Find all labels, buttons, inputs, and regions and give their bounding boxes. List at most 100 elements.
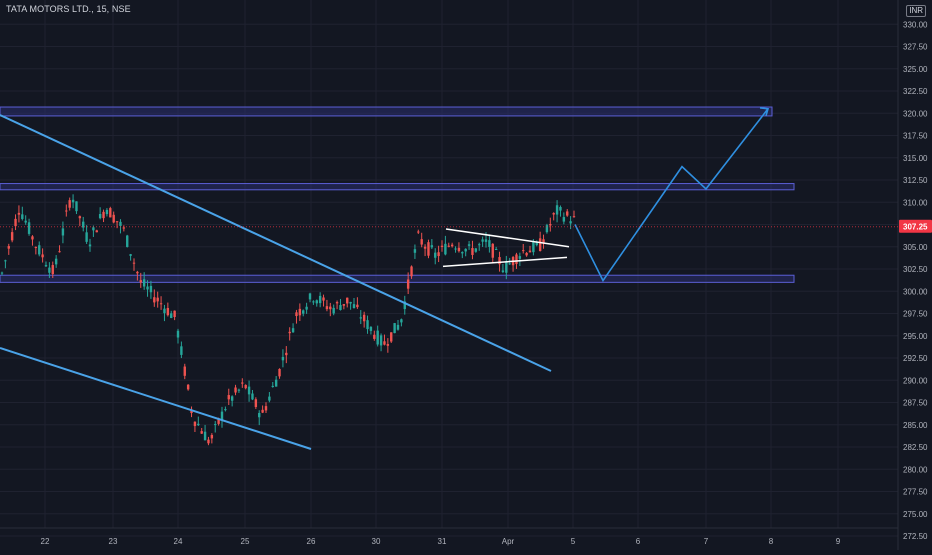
candle-body (484, 239, 488, 242)
y-tick-label: 325.00 (903, 65, 928, 74)
candle-body (214, 424, 217, 426)
candle-body (203, 431, 207, 441)
candle-body (515, 254, 518, 264)
y-tick-label: 287.50 (903, 399, 928, 408)
y-tick-label: 292.50 (903, 354, 928, 363)
candle-body (224, 409, 227, 411)
candle-body (488, 240, 491, 247)
candle-body (44, 265, 48, 267)
candle-body (352, 304, 356, 309)
y-tick-label: 277.50 (903, 488, 928, 497)
triangle-upper-line[interactable] (445, 228, 570, 248)
candle-body (423, 246, 427, 249)
candle-body (535, 242, 538, 246)
candle-body (129, 254, 132, 256)
candle-body (193, 421, 197, 427)
candle-body (322, 297, 325, 301)
candle-body (454, 248, 457, 250)
y-tick-label: 285.00 (903, 421, 928, 430)
y-tick-label: 272.50 (903, 532, 928, 541)
candle-body (390, 332, 393, 342)
candle-body (68, 200, 71, 208)
candle-body (153, 297, 156, 303)
candle-body (210, 434, 214, 439)
candle-body (393, 323, 396, 334)
candle-body (132, 262, 136, 264)
y-tick-label: 290.00 (903, 376, 928, 385)
projection-arrowhead (759, 107, 770, 117)
candle-body (305, 306, 308, 310)
candle-body (403, 301, 406, 310)
candle-body (71, 199, 75, 203)
candle-body (505, 262, 508, 273)
candle-body (302, 310, 305, 314)
candle-body (525, 252, 528, 256)
triangle-lower-line[interactable] (442, 256, 568, 268)
candle-body (173, 310, 176, 318)
x-tick-label: 26 (307, 537, 316, 546)
y-tick-label: 282.50 (903, 443, 928, 452)
candle-body (315, 300, 318, 304)
candle-body (264, 406, 268, 411)
candle-body (450, 244, 454, 247)
candle-body (241, 382, 244, 384)
candle-body (332, 307, 335, 314)
candle-body (251, 393, 254, 400)
x-tick-label: 8 (769, 537, 774, 546)
y-tick-label: 327.50 (903, 43, 928, 52)
candle-body (58, 251, 61, 253)
candle-body (200, 431, 203, 434)
candle-body (349, 301, 352, 304)
candle-body (552, 213, 555, 215)
candle-body (359, 317, 362, 319)
projection-path[interactable] (574, 108, 769, 283)
x-tick-label: 22 (41, 537, 50, 546)
candle-body (518, 256, 522, 259)
y-tick-label: 300.00 (903, 287, 928, 296)
horizontal-zone[interactable] (0, 106, 773, 117)
candle-body (285, 352, 288, 356)
candle-body (4, 260, 7, 262)
candle-body (318, 295, 322, 304)
candle-body (227, 395, 230, 400)
candle-body (0, 272, 4, 274)
candle-body (207, 439, 210, 444)
y-tick-label: 322.50 (903, 87, 928, 96)
candle-body (440, 245, 444, 247)
candle-body (41, 254, 44, 258)
y-tick-label: 330.00 (903, 20, 928, 29)
candle-body (149, 285, 153, 293)
candle-body (136, 271, 139, 274)
candle-body (38, 245, 41, 255)
candle-body (538, 238, 542, 252)
y-tick-label: 305.00 (903, 243, 928, 252)
horizontal-zone[interactable] (0, 183, 795, 191)
candle-body (102, 211, 105, 219)
candle-body (406, 279, 410, 289)
trendline[interactable] (0, 347, 312, 450)
horizontal-zone[interactable] (0, 274, 795, 283)
candle-body (10, 232, 14, 241)
x-tick-label: 6 (636, 537, 641, 546)
candle-body (366, 320, 369, 330)
candle-body (247, 386, 251, 395)
y-tick-label: 295.00 (903, 332, 928, 341)
candle-body (346, 297, 349, 304)
candle-body (14, 218, 17, 227)
candle-body (434, 252, 437, 258)
candle-body (65, 210, 68, 212)
y-tick-label: 312.50 (903, 176, 928, 185)
candle-body (92, 227, 95, 231)
candle-body (501, 270, 505, 273)
candle-body (329, 306, 332, 310)
candle-body (51, 265, 54, 275)
trendline[interactable] (0, 114, 552, 372)
candle-body (163, 308, 166, 314)
candle-body (27, 222, 31, 234)
currency-badge[interactable]: INR (906, 5, 926, 17)
x-tick-label: 7 (704, 537, 709, 546)
candle-body (274, 379, 278, 387)
candle-body (126, 235, 129, 247)
